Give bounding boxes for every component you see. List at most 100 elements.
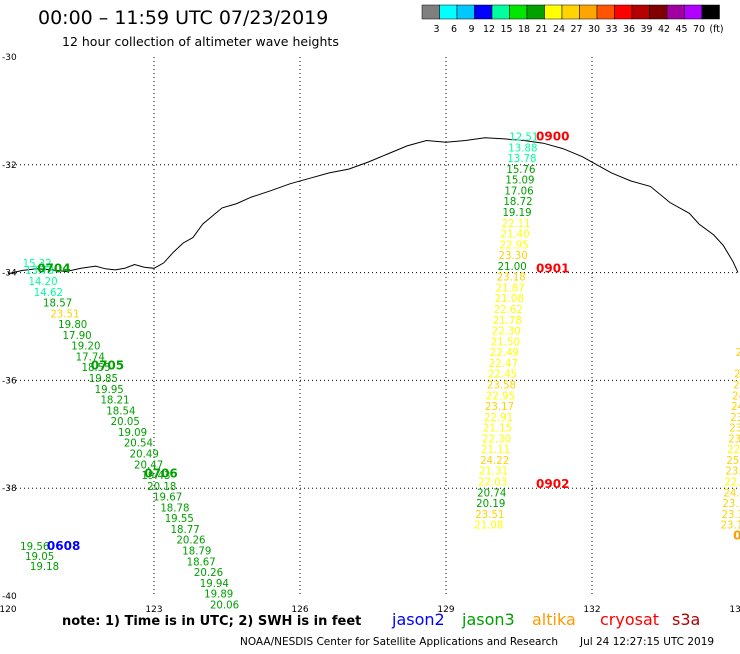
swh-value: 20.74 bbox=[477, 488, 506, 499]
map-title: 00:00 – 11:59 UTC 07/23/2019 bbox=[38, 7, 328, 29]
swh-value: 23.12 bbox=[720, 521, 740, 532]
scale-label: 39 bbox=[640, 24, 652, 35]
swh-value: 23.77 bbox=[729, 424, 740, 435]
swh-value: 20.26 bbox=[176, 536, 205, 547]
swh-value: 13.88 bbox=[508, 143, 537, 154]
pass-time-label: 0706 bbox=[144, 466, 177, 480]
scale-label: 33 bbox=[605, 24, 617, 35]
satellite-legend-cryosat: cryosat bbox=[600, 610, 659, 629]
swh-value: 22.30 bbox=[482, 434, 511, 445]
swh-value: 23.23 bbox=[730, 413, 740, 424]
scale-label: 24 bbox=[553, 24, 565, 35]
swh-value: 21.87 bbox=[496, 283, 525, 294]
swh-value: 19.94 bbox=[200, 579, 229, 590]
swh-value: 13.78 bbox=[507, 154, 536, 165]
swh-value: 21.00 bbox=[498, 262, 527, 273]
pass-time-label: 0901 bbox=[536, 262, 569, 276]
swh-value: 21.78 bbox=[493, 316, 522, 327]
swh-value: 19.56 bbox=[20, 542, 49, 553]
color-scale-legend: 3 6 9 12 15 18 21 24 27 30 33 36 39 42 45 70 (ft) bbox=[421, 4, 724, 35]
swh-value: 18.57 bbox=[43, 299, 72, 310]
scale-swatch bbox=[421, 4, 440, 20]
swh-value: 17.90 bbox=[63, 331, 92, 342]
swh-value: 19.19 bbox=[502, 208, 531, 219]
swh-value: 23.59 bbox=[728, 434, 740, 445]
swh-value: 23.35 bbox=[722, 499, 740, 510]
swh-value: 19.09 bbox=[118, 428, 147, 439]
longitude-label: 123 bbox=[145, 605, 162, 615]
scale-swatch bbox=[456, 4, 475, 20]
swh-value: 23.51 bbox=[475, 510, 504, 521]
swh-value: 23.31 bbox=[721, 510, 740, 521]
footer-timestamp: Jul 24 12:27:15 UTC 2019 bbox=[579, 636, 714, 648]
swh-value: 23.51 bbox=[50, 309, 79, 320]
map-gridlines bbox=[8, 57, 738, 596]
scale-swatch bbox=[701, 4, 720, 20]
longitude-label: 129 bbox=[437, 605, 454, 615]
swh-value: 19.55 bbox=[165, 514, 194, 525]
swh-value: 22.95 bbox=[500, 240, 529, 251]
pass-cryosat: 12.5113.8813.7815.7615.0917.0618.7219.19… bbox=[474, 130, 569, 532]
swh-value: 20.18 bbox=[147, 482, 176, 493]
swh-value: 17.74 bbox=[76, 352, 105, 363]
swh-value: 18.77 bbox=[171, 525, 200, 536]
swh-value: 23.30 bbox=[499, 251, 528, 262]
swh-value: 19.67 bbox=[153, 493, 182, 504]
scale-swatch bbox=[596, 4, 615, 20]
swh-value: 22.47 bbox=[489, 359, 518, 370]
swh-value: 12.51 bbox=[509, 133, 538, 144]
swh-value: 24.9 bbox=[732, 391, 740, 402]
scale-label: 27 bbox=[570, 24, 582, 35]
scale-label: 42 bbox=[658, 24, 670, 35]
longitude-label: 135 bbox=[729, 605, 740, 615]
pass-time-label: 0608 bbox=[47, 539, 80, 553]
scale-label: 70 bbox=[693, 24, 705, 35]
altimeter-passes: 15.3213.7314.2014.6218.5723.5119.8017.90… bbox=[20, 130, 740, 612]
swh-value: 23.18 bbox=[497, 273, 526, 284]
scale-swatch bbox=[579, 4, 598, 20]
pass-time-label: 0705 bbox=[91, 359, 124, 373]
scale-label: 21 bbox=[535, 24, 547, 35]
swh-value: 20.47 bbox=[134, 460, 163, 471]
swh-value: 19.80 bbox=[58, 320, 87, 331]
scale-swatch bbox=[526, 4, 545, 20]
swh-value: 23. bbox=[736, 348, 740, 359]
swh-value: 13.73 bbox=[25, 266, 54, 277]
scale-swatch bbox=[614, 4, 633, 20]
longitude-label: 126 bbox=[291, 605, 308, 615]
swh-value: 19.18 bbox=[30, 562, 59, 573]
swh-value: 20.06 bbox=[210, 600, 239, 611]
swh-value: 18.54 bbox=[106, 406, 135, 417]
scale-label: 12 bbox=[483, 24, 495, 35]
scale-label: 18 bbox=[518, 24, 530, 35]
swh-value: 23.58 bbox=[487, 380, 516, 391]
swh-value: 22.03 bbox=[478, 478, 507, 489]
map-axes: 120123126129132135-30-32-34-36-38-40 bbox=[0, 53, 740, 615]
map-subtitle: 12 hour collection of altimeter wave hei… bbox=[62, 34, 339, 49]
swh-value: 20.05 bbox=[111, 417, 140, 428]
swh-value: 25.20 bbox=[726, 456, 740, 467]
swh-value: 21.50 bbox=[491, 337, 520, 348]
latitude-label: -32 bbox=[2, 161, 17, 171]
longitude-label: 132 bbox=[583, 605, 600, 615]
scale-label: 15 bbox=[500, 24, 512, 35]
swh-value: 23. bbox=[733, 380, 740, 391]
scale-swatch bbox=[649, 4, 668, 20]
swh-value: 18.67 bbox=[187, 557, 216, 568]
satellite-legend-jason2: jason2 bbox=[391, 610, 445, 629]
swh-value: 22.49 bbox=[490, 348, 519, 359]
swh-value: 15.76 bbox=[506, 165, 535, 176]
swh-value: 23.17 bbox=[485, 402, 514, 413]
swh-value: 19.43 bbox=[141, 471, 170, 482]
scale-label: 36 bbox=[623, 24, 635, 35]
swh-value: 19.05 bbox=[25, 552, 54, 563]
scale-swatch bbox=[684, 4, 703, 20]
satellite-legend-jason3: jason3 bbox=[461, 610, 515, 629]
swh-value: 21.15 bbox=[483, 424, 512, 435]
scale-label: 45 bbox=[675, 24, 687, 35]
swh-value: 20.26 bbox=[194, 568, 223, 579]
latitude-label: -36 bbox=[2, 376, 17, 386]
scale-label: 9 bbox=[468, 24, 474, 35]
